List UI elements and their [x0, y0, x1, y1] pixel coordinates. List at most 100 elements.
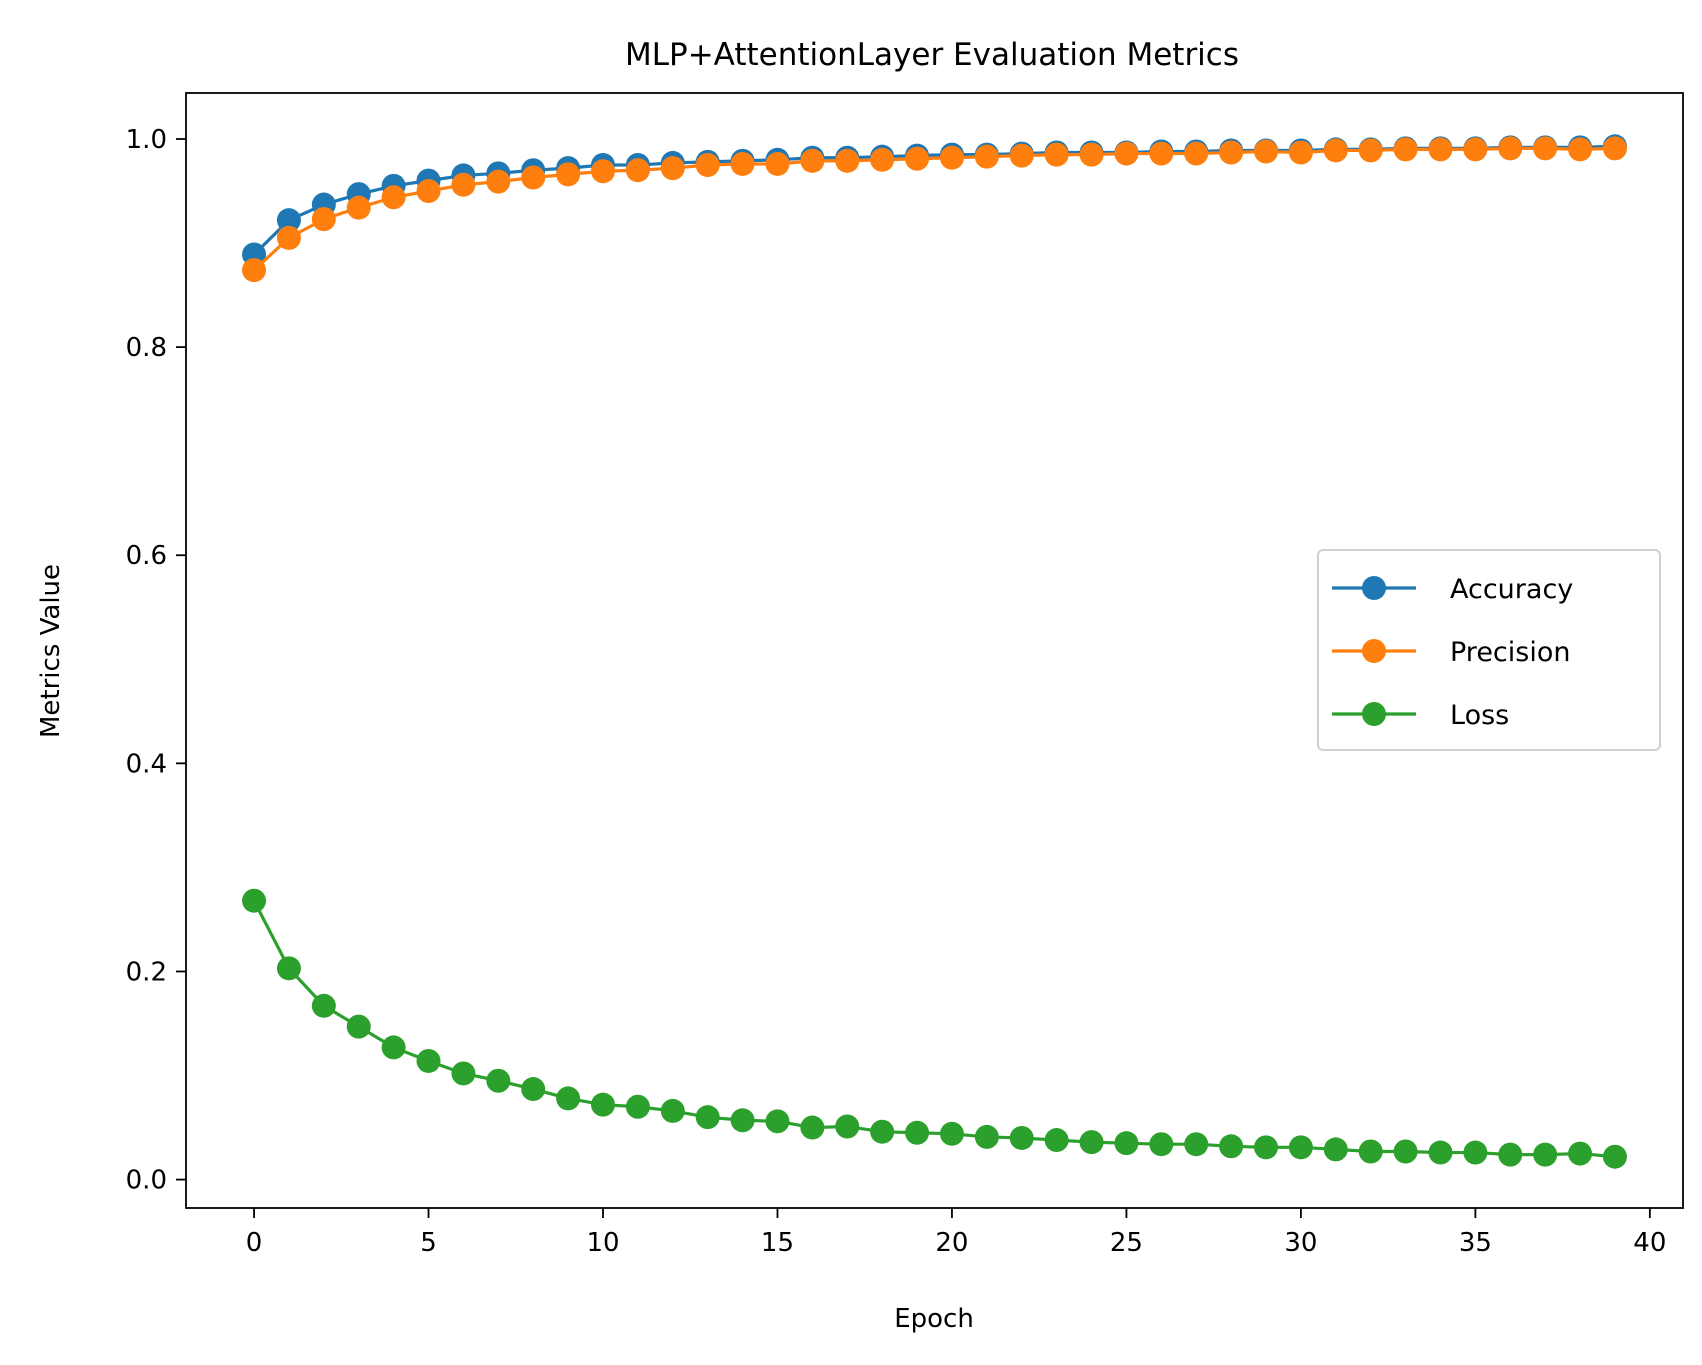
y-tick-label: 0.8 — [126, 333, 167, 363]
precision-point — [905, 146, 930, 171]
series-precision — [242, 136, 1627, 283]
loss-point — [1254, 1135, 1279, 1160]
loss-point — [486, 1068, 511, 1093]
loss-point — [521, 1077, 546, 1102]
precision-point — [1254, 139, 1279, 164]
precision-point — [1323, 138, 1348, 163]
precision-point — [1533, 136, 1558, 161]
precision-point — [1184, 141, 1209, 166]
loss-point — [870, 1119, 895, 1144]
loss-point — [1149, 1132, 1174, 1157]
precision-point — [1428, 137, 1453, 162]
x-axis-label: Epoch — [894, 1304, 974, 1334]
y-tick-label: 0.0 — [126, 1166, 167, 1196]
loss-point — [1533, 1142, 1558, 1167]
loss-point — [1044, 1128, 1069, 1153]
legend-accuracy-marker — [1362, 576, 1386, 600]
accuracy-point — [276, 208, 301, 233]
loss-point — [451, 1061, 476, 1086]
y-tick-label: 0.6 — [126, 541, 167, 571]
precision-point — [1079, 142, 1104, 167]
loss-point — [1323, 1137, 1348, 1162]
loss-point — [590, 1092, 615, 1117]
precision-point — [1149, 141, 1174, 166]
precision-point — [521, 165, 546, 190]
loss-point — [939, 1121, 964, 1146]
loss-point — [1288, 1135, 1313, 1160]
precision-line — [252, 146, 1615, 272]
precision-point — [835, 148, 860, 173]
precision-point — [939, 145, 964, 170]
loss-point — [311, 993, 336, 1018]
x-tick-label: 0 — [246, 1228, 263, 1258]
chart-title: MLP+AttentionLayer Evaluation Metrics — [625, 37, 1239, 73]
loss-point — [1114, 1131, 1139, 1156]
legend-precision-marker — [1362, 639, 1386, 663]
precision-point — [1498, 136, 1523, 161]
y-axis-ticks: 0.0 0.2 0.4 0.6 0.8 1.0 — [126, 125, 186, 1196]
precision-point — [242, 258, 267, 283]
y-axis-label: Metrics Value — [36, 564, 66, 738]
loss-point — [381, 1035, 406, 1060]
precision-point — [590, 159, 615, 184]
precision-point — [1114, 141, 1139, 166]
precision-point — [1044, 142, 1069, 167]
loss-point — [276, 956, 301, 981]
y-tick-label: 0.4 — [126, 749, 167, 779]
precision-point — [1219, 140, 1244, 165]
x-tick-label: 25 — [1110, 1228, 1143, 1258]
precision-point — [346, 195, 371, 220]
x-tick-label: 35 — [1459, 1228, 1492, 1258]
legend-box — [1317, 549, 1661, 751]
precision-point — [556, 162, 581, 187]
precision-point — [1463, 137, 1488, 162]
precision-point — [800, 148, 825, 173]
precision-point — [695, 153, 720, 178]
precision-point — [381, 185, 406, 210]
loss-point — [695, 1105, 720, 1130]
legend-loss-marker — [1362, 702, 1386, 726]
loss-point — [660, 1098, 685, 1123]
series-layer — [242, 134, 1627, 1169]
loss-point — [1568, 1141, 1593, 1166]
loss-point — [974, 1124, 999, 1149]
precision-point — [1568, 137, 1593, 162]
loss-point — [346, 1014, 371, 1039]
precision-point — [311, 207, 336, 232]
precision-point — [1358, 138, 1383, 163]
x-tick-label: 40 — [1633, 1228, 1666, 1258]
x-tick-label: 5 — [420, 1228, 437, 1258]
precision-point — [870, 147, 895, 172]
loss-point — [625, 1094, 650, 1119]
precision-point — [660, 156, 685, 181]
x-axis-ticks: 0 5 10 15 20 25 30 35 40 — [246, 1208, 1666, 1258]
loss-point — [1393, 1139, 1418, 1164]
precision-point — [625, 158, 650, 183]
precision-point — [974, 144, 999, 169]
precision-point — [1009, 143, 1034, 168]
loss-point — [1498, 1142, 1523, 1167]
precision-point — [451, 172, 476, 197]
loss-point — [1463, 1140, 1488, 1165]
loss-point — [800, 1115, 825, 1140]
loss-point — [416, 1048, 441, 1073]
loss-point — [765, 1109, 790, 1134]
plot-area-frame — [185, 92, 1684, 1209]
loss-point — [1602, 1144, 1627, 1169]
precision-point — [1393, 137, 1418, 162]
precision-point — [1288, 140, 1313, 165]
x-tick-label: 20 — [935, 1228, 968, 1258]
loss-point — [835, 1114, 860, 1139]
loss-point — [1079, 1130, 1104, 1155]
series-loss — [242, 888, 1627, 1169]
precision-point — [765, 151, 790, 176]
loss-point — [1358, 1139, 1383, 1164]
loss-point — [730, 1108, 755, 1133]
precision-point — [486, 169, 511, 194]
loss-point — [1219, 1134, 1244, 1159]
loss-point — [1184, 1132, 1209, 1157]
legend: Accuracy Precision Loss — [1317, 549, 1661, 751]
precision-point — [1602, 136, 1627, 161]
loss-point — [556, 1086, 581, 1111]
